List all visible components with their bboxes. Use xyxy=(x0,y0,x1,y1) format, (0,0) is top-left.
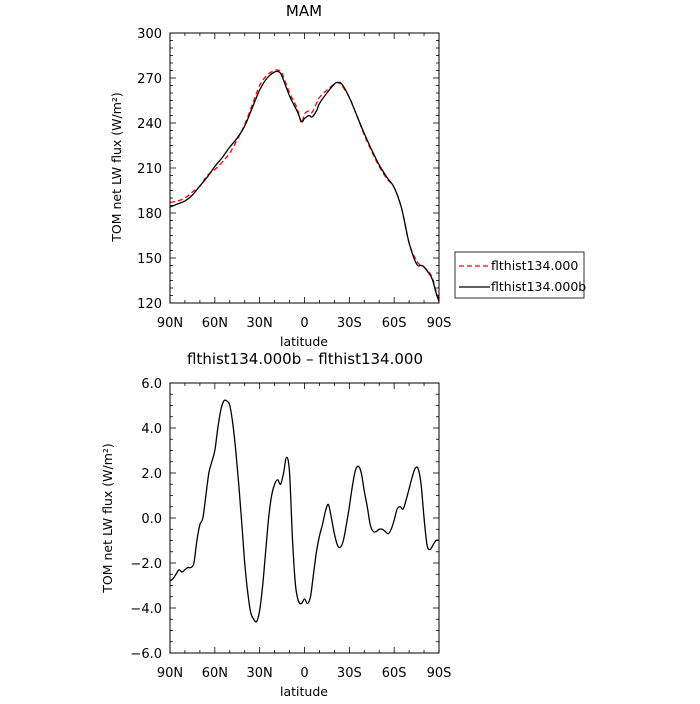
x-tick-label: 30S xyxy=(337,316,362,331)
panel-2: flthist134.000b – flthist134.000 TOM net… xyxy=(100,350,451,699)
y-tick-label: 2.0 xyxy=(141,467,162,482)
panel-2-ylabel: TOM net LW flux (W/m²) xyxy=(100,443,115,594)
x-tick-label: 90N xyxy=(157,316,183,331)
x-tick-label: 30N xyxy=(247,666,273,681)
x-tick-label: 30S xyxy=(337,666,362,681)
y-tick-label: −4.0 xyxy=(130,602,162,617)
panel-1-ylabel: TOM net LW flux (W/m²) xyxy=(109,92,124,243)
panel-1-series-group xyxy=(169,69,440,302)
panel-1-xlabel: latitude xyxy=(280,334,328,349)
x-tick-label: 60N xyxy=(202,316,228,331)
panel-1: MAM TOM net LW flux (W/m²) latitude 90N 6… xyxy=(109,2,586,349)
x-tick-label: 0 xyxy=(300,666,308,681)
panel-2-title: flthist134.000b – flthist134.000 xyxy=(187,350,423,368)
x-tick-label: 60S xyxy=(382,666,407,681)
y-tick-label: 240 xyxy=(137,117,162,132)
x-tick-label: 60S xyxy=(382,316,407,331)
series-line-panel-2-difference xyxy=(169,399,440,623)
x-tick-label: 0 xyxy=(300,316,308,331)
panel-2-plot-frame xyxy=(169,382,440,654)
series-line-flthist134.000b xyxy=(169,70,440,302)
y-tick-label: 120 xyxy=(137,297,162,312)
panel-2-ticks xyxy=(169,382,440,654)
y-tick-label: 210 xyxy=(137,162,162,177)
y-tick-label: 0.0 xyxy=(141,512,162,527)
y-tick-label: −6.0 xyxy=(130,647,162,662)
y-tick-label: 180 xyxy=(137,207,162,222)
panel-1-tick-labels: 90N 60N 30N 0 30S 60S 90S 120 150 180 210 240 270 300 xyxy=(137,27,451,331)
y-tick-label: 6.0 xyxy=(141,377,162,392)
panel-2-tick-labels: 90N 60N 30N 0 30S 60S 90S −6.0 −4.0 −2.0 0.0 2.0 4.0… xyxy=(130,377,451,681)
panel-1-ticks xyxy=(169,32,440,304)
panel-2-xlabel: latitude xyxy=(280,684,328,699)
series-line-flthist134.000 xyxy=(169,69,440,301)
legend-label-flthist134.000: flthist134.000 xyxy=(491,258,578,273)
x-tick-label: 90N xyxy=(157,666,183,681)
legend-box xyxy=(454,251,585,299)
y-tick-label: 4.0 xyxy=(141,422,162,437)
panel-1-plot-frame xyxy=(169,32,440,304)
y-tick-label: 150 xyxy=(137,252,162,267)
legend: flthist134.000 flthist134.000b xyxy=(454,251,586,299)
panel-2-series-group xyxy=(169,399,440,623)
x-tick-label: 90S xyxy=(427,316,452,331)
legend-label-flthist134.000b: flthist134.000b xyxy=(491,279,586,294)
y-tick-label: −2.0 xyxy=(130,557,162,572)
panel-1-title: MAM xyxy=(286,2,322,20)
x-tick-label: 90S xyxy=(427,666,452,681)
y-tick-label: 300 xyxy=(137,27,162,42)
y-tick-label: 270 xyxy=(137,72,162,87)
x-tick-label: 60N xyxy=(202,666,228,681)
x-tick-label: 30N xyxy=(247,316,273,331)
